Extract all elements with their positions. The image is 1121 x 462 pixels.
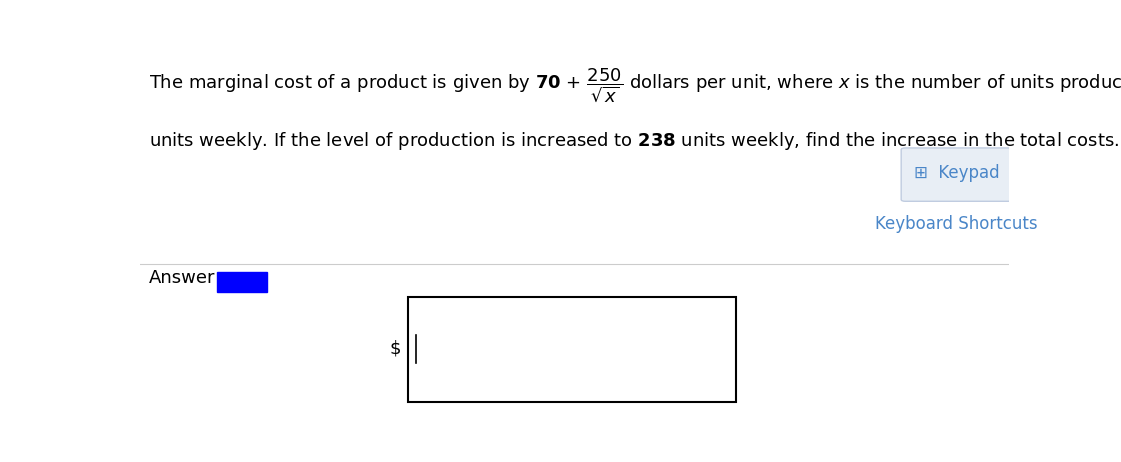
Text: The marginal cost of a product is given by $\mathbf{70}$ + $\dfrac{250}{\sqrt{x}: The marginal cost of a product is given … xyxy=(149,66,1121,104)
Text: Answer: Answer xyxy=(149,269,215,287)
FancyBboxPatch shape xyxy=(901,148,1012,201)
FancyBboxPatch shape xyxy=(408,298,736,402)
Text: $: $ xyxy=(389,340,401,358)
Text: units weekly. If the level of production is increased to $\mathbf{238}$ units we: units weekly. If the level of production… xyxy=(149,130,1121,152)
Text: ⊞  Keypad: ⊞ Keypad xyxy=(914,164,1000,182)
Text: Keyboard Shortcuts: Keyboard Shortcuts xyxy=(876,215,1038,233)
FancyBboxPatch shape xyxy=(216,273,267,292)
